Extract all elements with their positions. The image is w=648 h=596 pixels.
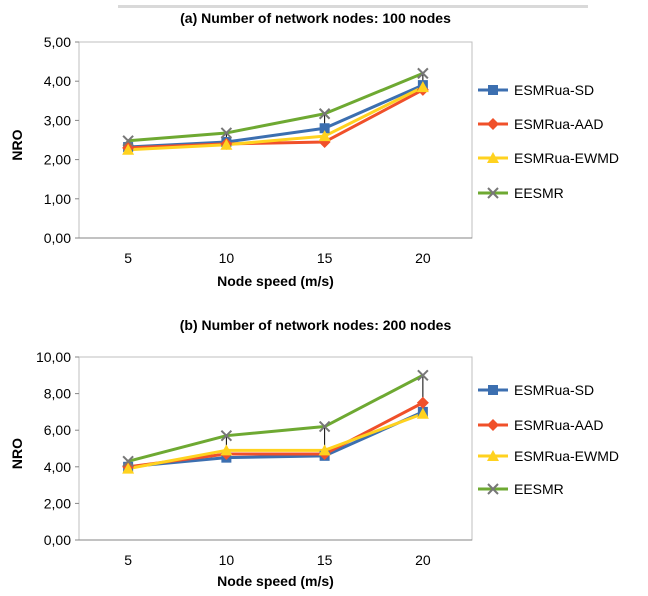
- data-point: [417, 369, 429, 382]
- data-point: [488, 385, 498, 395]
- data-point: [487, 118, 499, 130]
- legend-label: EESMR: [514, 481, 564, 497]
- x-tick-label: 20: [415, 552, 431, 568]
- legend-label: ESMRua-SD: [514, 82, 594, 98]
- y-tick-label: 8,00: [44, 386, 71, 402]
- x-tick-label: 10: [219, 250, 235, 266]
- x-axis-label: Node speed (m/s): [217, 573, 334, 589]
- data-point: [487, 483, 499, 495]
- legend-item: EESMR: [478, 185, 564, 201]
- legend-item: EESMR: [478, 481, 564, 497]
- y-tick-label: 0,00: [44, 532, 71, 548]
- data-point: [220, 138, 233, 150]
- legend-label: ESMRua-AAD: [514, 417, 603, 433]
- data-point: [416, 396, 429, 409]
- data-point: [122, 455, 134, 468]
- y-axis-label: NRO: [9, 438, 25, 469]
- series-line: [128, 71, 424, 143]
- legend-item: ESMRua-SD: [478, 382, 594, 398]
- chart-title: (a) Number of network nodes: 100 nodes: [180, 10, 451, 26]
- data-point: [416, 407, 429, 419]
- data-point: [487, 419, 499, 431]
- top-cropped-text: [0, 0, 648, 8]
- legend-item: ESMRua-SD: [478, 82, 594, 98]
- data-point: [416, 81, 429, 93]
- x-axis-label: Node speed (m/s): [217, 273, 334, 289]
- legend-label: ESMRua-AAD: [514, 116, 603, 132]
- x-tick-label: 5: [124, 250, 132, 266]
- legend-item: ESMRua-EWMD: [478, 448, 619, 464]
- y-tick-label: 6,00: [44, 422, 71, 438]
- data-point: [319, 123, 330, 134]
- x-tick-label: 5: [124, 552, 132, 568]
- legend-label: ESMRua-SD: [514, 382, 594, 398]
- data-point: [220, 429, 233, 442]
- y-tick-label: 4,00: [44, 73, 71, 89]
- legend-label: ESMRua-EWMD: [514, 150, 619, 166]
- legend-item: ESMRua-AAD: [478, 116, 603, 132]
- y-tick-label: 5,00: [44, 34, 71, 50]
- chart-panel: (b) Number of network nodes: 200 nodes 0,…: [9, 317, 619, 589]
- cropped-text-strip: [118, 5, 588, 8]
- data-point: [220, 444, 233, 456]
- data-point: [487, 152, 499, 163]
- data-point: [487, 187, 499, 199]
- series-line: [128, 85, 424, 152]
- chart-title: (b) Number of network nodes: 200 nodes: [180, 317, 452, 333]
- data-point: [318, 130, 331, 142]
- data-point: [122, 143, 135, 155]
- y-tick-label: 10,00: [36, 349, 71, 365]
- y-axis-label: NRO: [9, 129, 25, 160]
- x-tick-label: 15: [317, 250, 333, 266]
- y-tick-label: 4,00: [44, 459, 71, 475]
- data-point: [122, 462, 135, 474]
- data-point: [318, 444, 331, 456]
- chart-panel: (a) Number of network nodes: 100 nodes 0,…: [9, 10, 619, 289]
- series-line: [127, 412, 424, 471]
- data-point: [417, 67, 429, 80]
- series-line: [127, 373, 424, 463]
- data-point: [487, 450, 499, 461]
- series-line: [127, 410, 424, 469]
- legend-item: ESMRua-AAD: [478, 417, 603, 433]
- legend-item: ESMRua-EWMD: [478, 150, 619, 166]
- x-tick-label: 15: [317, 552, 333, 568]
- y-tick-label: 1,00: [44, 191, 71, 207]
- y-tick-label: 0,00: [44, 230, 71, 246]
- plot-area: [78, 356, 473, 541]
- y-tick-label: 3,00: [44, 112, 71, 128]
- data-point: [488, 85, 498, 95]
- data-point: [318, 420, 331, 433]
- x-tick-label: 20: [415, 250, 431, 266]
- data-point: [220, 127, 233, 139]
- data-point: [122, 135, 134, 147]
- x-tick-label: 10: [219, 552, 235, 568]
- y-tick-label: 2,00: [44, 495, 71, 511]
- legend-label: EESMR: [514, 185, 564, 201]
- y-tick-label: 2,00: [44, 152, 71, 168]
- legend-label: ESMRua-EWMD: [514, 448, 619, 464]
- data-point: [318, 108, 331, 120]
